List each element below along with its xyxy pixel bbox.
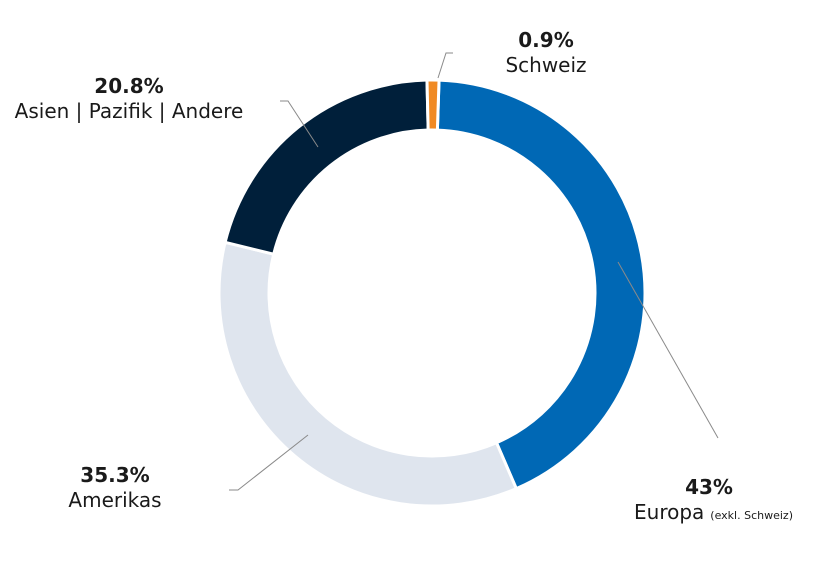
- value-label-europa: 43%: [685, 475, 733, 499]
- leader-line-europa: [617, 261, 719, 439]
- label-schweiz: 0.9% Schweiz: [498, 28, 594, 78]
- value-label-asien: 20.8%: [94, 74, 164, 98]
- slice-amerikas: [217, 240, 519, 508]
- category-note-europa: (exkl. Schweiz): [710, 509, 793, 522]
- value-label-schweiz: 0.9%: [518, 28, 574, 52]
- category-label-europa: Europa: [634, 500, 705, 524]
- leader-lines: [229, 52, 719, 491]
- donut-slices: [217, 78, 647, 508]
- category-label-amerikas: Amerikas: [68, 488, 162, 512]
- category-label-schweiz: Schweiz: [505, 53, 587, 77]
- label-amerikas: 35.3% Amerikas: [60, 463, 170, 513]
- label-europa: 43% Europa (exkl. Schweiz): [634, 475, 824, 525]
- slice-asien: [223, 78, 430, 257]
- category-label-asien: Asien | Pazifik | Andere: [14, 99, 244, 123]
- label-asien: 20.8% Asien | Pazifik | Andere: [4, 74, 254, 124]
- leader-line-asien: [280, 100, 319, 148]
- slice-schweiz: [425, 78, 441, 132]
- leader-line-schweiz: [437, 52, 453, 79]
- category-label-europa-row: Europa (exkl. Schweiz): [634, 500, 824, 525]
- value-label-amerikas: 35.3%: [80, 463, 150, 487]
- leader-line-amerikas: [229, 434, 309, 491]
- slice-europa: [435, 78, 647, 491]
